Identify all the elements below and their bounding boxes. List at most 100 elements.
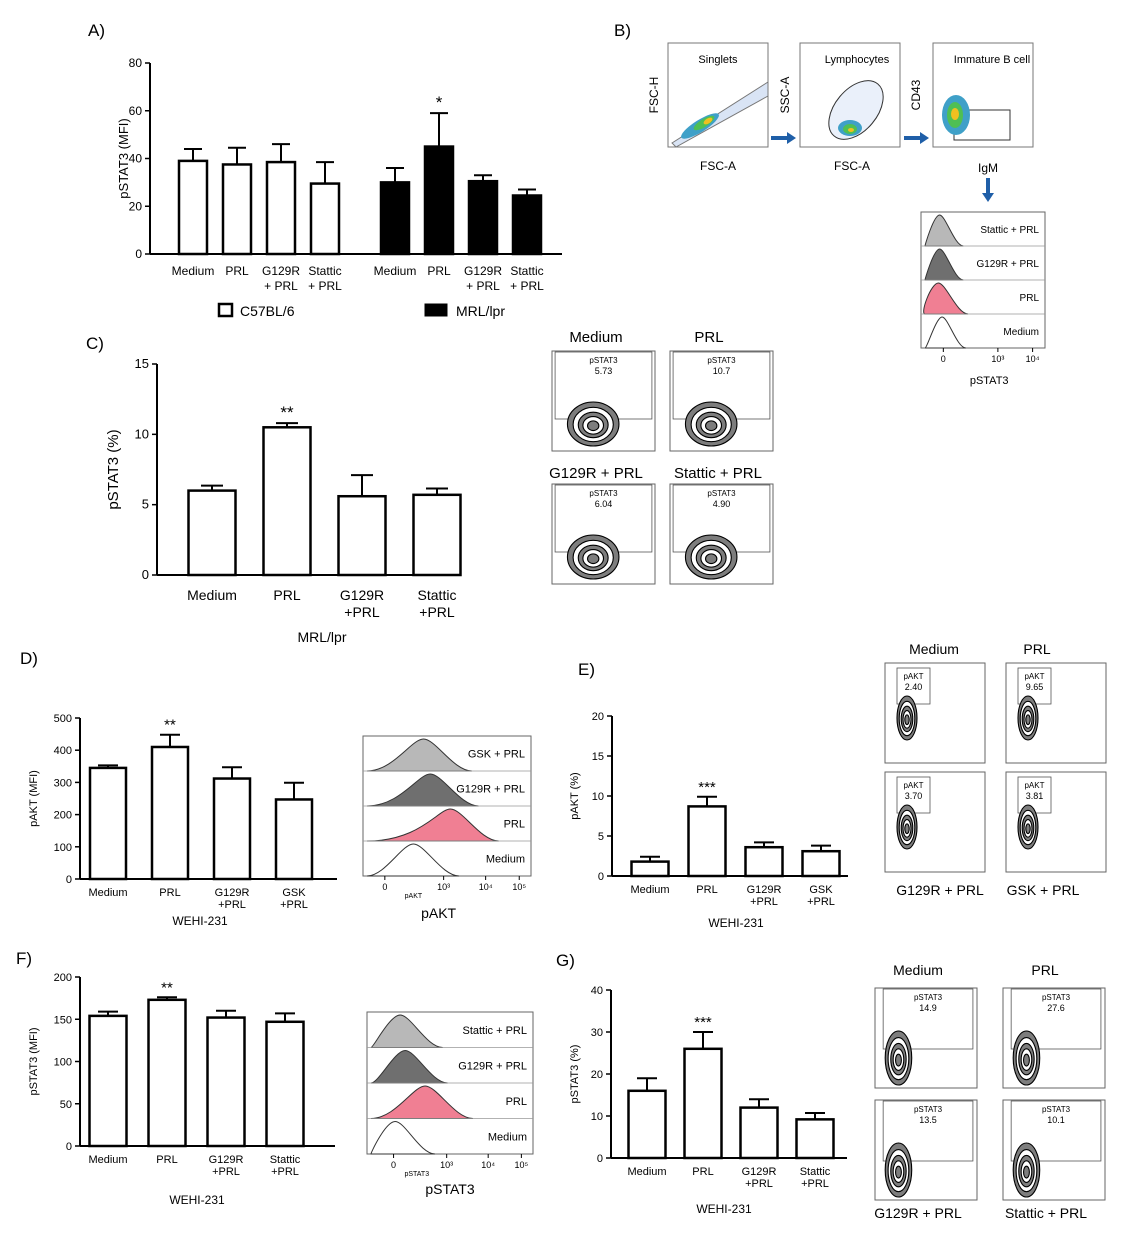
bar bbox=[683, 1047, 723, 1160]
category-label: PRL bbox=[159, 887, 180, 899]
bar bbox=[511, 194, 543, 256]
legend-mrl-swatch bbox=[424, 303, 448, 317]
histogram-curve bbox=[924, 214, 964, 247]
flow-plot-title: G129R + PRL bbox=[896, 882, 984, 898]
legend-c57-swatch bbox=[217, 302, 234, 318]
panel-f-label: F) bbox=[16, 949, 32, 968]
category-label: + PRL bbox=[510, 279, 544, 293]
flow-gate-name: pAKT bbox=[903, 672, 923, 681]
y-tick-label: 10 bbox=[591, 1111, 603, 1123]
y-tick-label: 40 bbox=[591, 985, 603, 997]
y-tick-label: 10 bbox=[592, 791, 604, 803]
histogram-tick-label: 0 bbox=[382, 882, 387, 892]
y-tick-label: 100 bbox=[54, 842, 72, 854]
bar bbox=[627, 1089, 667, 1160]
flow-gate-value: 13.5 bbox=[919, 1115, 937, 1125]
category-label: G129R bbox=[215, 887, 250, 899]
category-label: +PRL bbox=[750, 896, 778, 908]
gate-plot-singlets: Singlets FSC-H FSC-A bbox=[647, 42, 769, 173]
panel-f-cell-line: WEHI-231 bbox=[169, 1193, 225, 1207]
bar bbox=[206, 1016, 246, 1148]
flow-contour bbox=[894, 1165, 902, 1179]
bar bbox=[274, 798, 314, 881]
y-tick-label: 200 bbox=[54, 810, 72, 822]
histogram-curve bbox=[924, 316, 967, 349]
y-axis-label: pAKT (%) bbox=[569, 772, 581, 819]
flow-plot-title: Stattic + PRL bbox=[674, 465, 762, 482]
histogram-tick-label: 10⁴ bbox=[1026, 354, 1040, 364]
category-label: + PRL bbox=[308, 279, 342, 293]
bar bbox=[212, 777, 252, 881]
histogram-curve bbox=[370, 1049, 448, 1084]
panel-f-histogram: Stattic + PRL G129R + PRL PRL Medium 0 10³ 10⁴… bbox=[366, 1011, 534, 1197]
category-label: PRL bbox=[692, 1166, 713, 1178]
flow-plot-title: Medium bbox=[893, 962, 943, 978]
histogram-tick-label: 10⁵ bbox=[515, 1160, 529, 1170]
flow-contour bbox=[586, 553, 600, 565]
bar bbox=[687, 805, 727, 878]
category-label: Medium bbox=[88, 887, 127, 899]
histogram-axis-small: pAKT bbox=[405, 893, 423, 900]
panel-g-label: G) bbox=[556, 951, 575, 970]
flow-gate-name: pSTAT3 bbox=[589, 356, 618, 365]
y-tick-label: 400 bbox=[54, 745, 72, 757]
bar bbox=[177, 159, 209, 256]
panel-d-label: D) bbox=[20, 649, 38, 668]
histogram-xlabel: pSTAT3 bbox=[970, 375, 1009, 387]
histogram-curve bbox=[366, 738, 472, 772]
gate-xlabel-lymphocytes: FSC-A bbox=[834, 159, 870, 173]
bar bbox=[795, 1118, 835, 1160]
y-tick-label: 5 bbox=[142, 497, 149, 512]
significance-label: *** bbox=[698, 779, 716, 796]
flow-plot-title: Stattic + PRL bbox=[1005, 1205, 1087, 1221]
y-tick-label: 0 bbox=[135, 247, 142, 261]
flow-gate-name: pSTAT3 bbox=[914, 993, 943, 1002]
category-label: +PRL bbox=[801, 1178, 829, 1190]
bar bbox=[147, 998, 187, 1148]
category-label: Stattic bbox=[510, 264, 543, 278]
panel-d-cell-line: WEHI-231 bbox=[172, 914, 228, 928]
y-axis-label: pSTAT3 (%) bbox=[105, 429, 122, 509]
histogram-axis-small: pSTAT3 bbox=[404, 1171, 429, 1178]
flow-gate-value: 10.1 bbox=[1047, 1115, 1065, 1125]
bar bbox=[739, 1106, 779, 1160]
histogram-row-label: PRL bbox=[506, 1096, 527, 1108]
y-tick-label: 300 bbox=[54, 777, 72, 789]
bar bbox=[309, 182, 341, 256]
flow-plot-title: G129R + PRL bbox=[549, 465, 643, 482]
y-tick-label: 80 bbox=[129, 56, 143, 70]
category-label: +PRL bbox=[280, 899, 308, 911]
flow-gate-value: 14.9 bbox=[919, 1003, 937, 1013]
y-tick-label: 15 bbox=[135, 356, 149, 371]
y-tick-label: 0 bbox=[66, 1141, 72, 1153]
panel-b: B) Singlets FSC-H FSC-A Lymphocytes SSC-… bbox=[614, 21, 1046, 387]
category-label: G129R bbox=[742, 1166, 777, 1178]
panel-d: D) 0 100 200 300 400 500 pAKT (MFI) Medium PRL **… bbox=[20, 649, 532, 928]
flow-gate-name: pSTAT3 bbox=[707, 356, 736, 365]
category-label: G129R bbox=[464, 264, 502, 278]
flow-plot-title: PRL bbox=[1031, 962, 1058, 978]
histogram-curve bbox=[370, 1085, 473, 1119]
flow-contour bbox=[904, 823, 910, 835]
gate-title-singlets: Singlets bbox=[698, 54, 738, 66]
flow-gate bbox=[1010, 1100, 1102, 1162]
category-label: +PRL bbox=[344, 604, 380, 620]
y-tick-label: 60 bbox=[129, 104, 143, 118]
flow-contour bbox=[1022, 1165, 1030, 1179]
histogram-curve bbox=[370, 1120, 436, 1155]
bar bbox=[744, 845, 784, 878]
y-axis-label: pSTAT3 (%) bbox=[569, 1045, 581, 1104]
category-label: +PRL bbox=[212, 1166, 240, 1178]
category-label: +PRL bbox=[807, 896, 835, 908]
flow-gate-name: pAKT bbox=[1024, 672, 1044, 681]
significance-label: *** bbox=[694, 1014, 712, 1031]
flow-gate-name: pSTAT3 bbox=[589, 489, 618, 498]
flow-gate-value: 2.40 bbox=[905, 682, 923, 692]
flow-gate-name: pAKT bbox=[1024, 781, 1044, 790]
panel-e-label: E) bbox=[578, 660, 595, 679]
